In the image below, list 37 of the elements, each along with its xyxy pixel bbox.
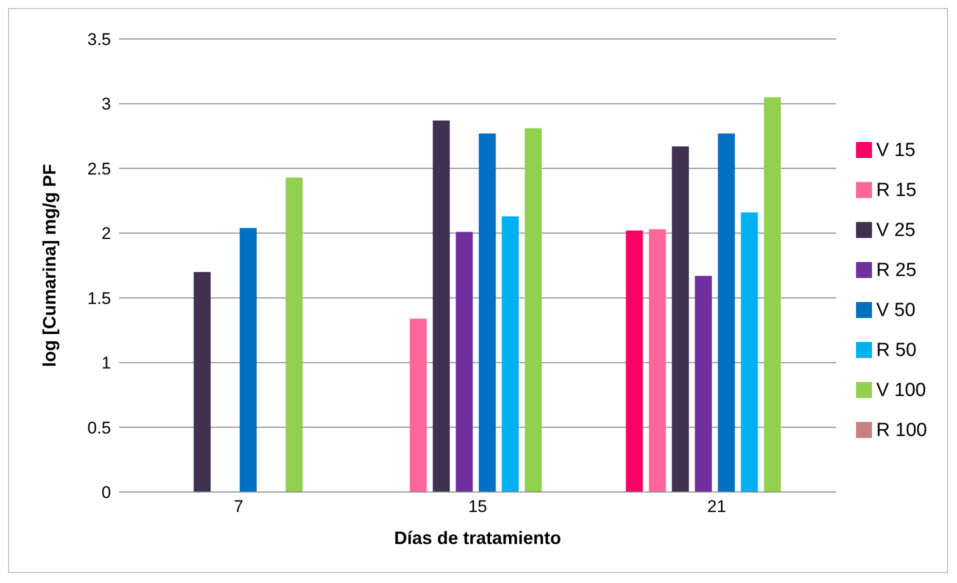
- bar: [764, 97, 781, 492]
- bar: [626, 230, 643, 492]
- bar: [524, 128, 542, 492]
- bar: [648, 229, 666, 492]
- y-tick-label: 3.5: [87, 30, 111, 50]
- bar: [672, 146, 689, 492]
- legend-label: V 15: [876, 140, 916, 160]
- bar: [456, 232, 473, 492]
- legend-label: V 25: [876, 220, 916, 240]
- legend-label: R 50: [876, 340, 916, 360]
- y-tick-label: 2: [102, 224, 111, 244]
- y-tick-label: 1.5: [87, 288, 111, 308]
- x-axis-title: Días de tratamiento: [394, 528, 562, 548]
- bar: [432, 120, 450, 492]
- y-tick-label: 1: [102, 354, 111, 373]
- y-tick-label: 0: [102, 483, 111, 502]
- x-tick-label: 15: [468, 497, 488, 516]
- bar: [694, 276, 712, 492]
- bar: [718, 133, 735, 492]
- legend-label: V 50: [876, 300, 916, 320]
- bar: [740, 212, 758, 492]
- bar: [410, 318, 427, 492]
- bar: [286, 177, 303, 492]
- y-tick-label: 0.5: [87, 418, 111, 438]
- y-tick-label: 3: [102, 94, 111, 114]
- legend-label: R 25: [876, 260, 916, 280]
- bar: [478, 133, 496, 492]
- x-tick-label: 7: [234, 497, 244, 516]
- bar: [194, 272, 211, 492]
- legend-label: R 100: [876, 420, 927, 440]
- y-tick-label: 2.5: [87, 159, 111, 178]
- y-axis-title: log [Cumarina] mg/g PF: [39, 164, 60, 368]
- legend-label: R 15: [876, 180, 916, 200]
- bar: [502, 216, 519, 492]
- x-tick-label: 21: [707, 497, 726, 516]
- legend-label: V 100: [876, 380, 926, 400]
- bar: [240, 228, 257, 492]
